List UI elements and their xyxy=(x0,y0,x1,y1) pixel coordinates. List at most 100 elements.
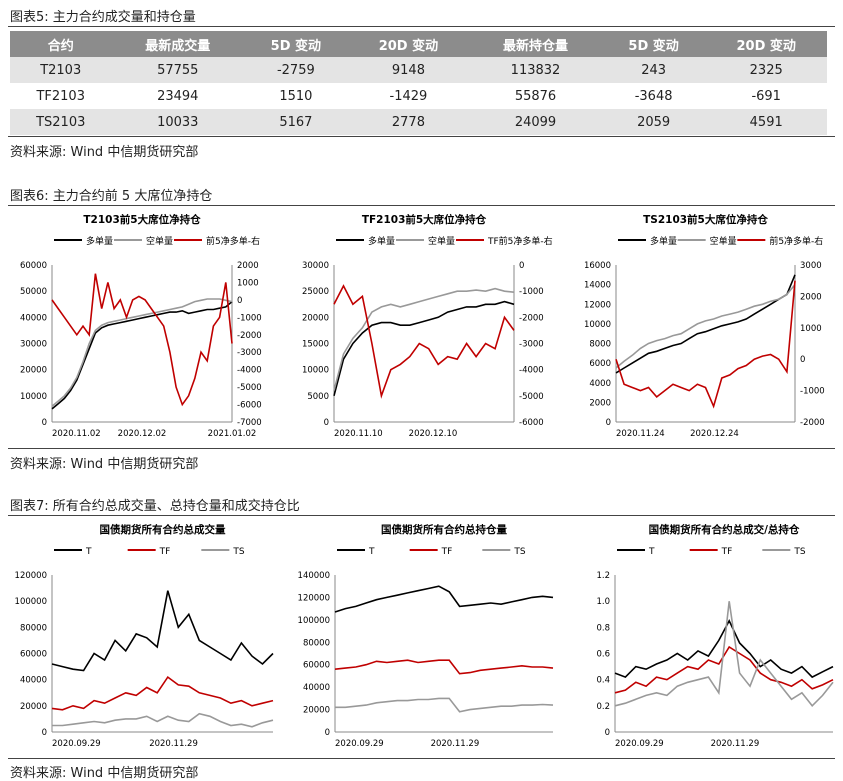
y-tick-label: 6000 xyxy=(589,359,611,369)
col-vol-20d: 20D 变动 xyxy=(347,31,470,57)
y2-tick-label: -5000 xyxy=(237,383,262,393)
y-tick-label: 20000 xyxy=(20,366,47,376)
y-tick-label: 20000 xyxy=(302,313,329,323)
y-tick-label: 80000 xyxy=(20,623,47,633)
x-tick-label: 2020.09.29 xyxy=(335,739,384,749)
y-tick-label: 0 xyxy=(605,728,610,738)
col-oi-5d: 5D 变动 xyxy=(601,31,706,57)
series-line xyxy=(51,298,233,407)
y-tick-label: 5000 xyxy=(307,392,329,402)
y-tick-label: 10000 xyxy=(302,366,329,376)
fig7-bottom-rule xyxy=(8,758,835,759)
legend-label: T xyxy=(85,547,92,557)
legend-label: T xyxy=(368,547,375,557)
table-cell: -2759 xyxy=(244,57,348,83)
table-cell: 55876 xyxy=(514,88,557,104)
fig5-title: 图表5: 主力合约成交量和持仓量 xyxy=(10,10,196,25)
fig7-title: 图表7: 所有合约总成交量、总持仓量和成交持仓比 xyxy=(10,499,300,514)
y-tick-label: 0.6 xyxy=(596,650,610,660)
legend-label: 多单量 xyxy=(368,235,395,247)
x-tick-label: 2020.11.29 xyxy=(149,739,198,749)
y-tick-label: 30000 xyxy=(302,261,329,271)
y-tick-label: 40000 xyxy=(20,313,47,323)
y2-tick-label: -5000 xyxy=(519,392,544,402)
col-vol-5d: 5D 变动 xyxy=(244,31,348,57)
table-cell: 23494 xyxy=(157,88,199,104)
y-tick-label: 0 xyxy=(42,418,47,428)
y-tick-label: 0 xyxy=(324,418,329,428)
x-tick-label: 2020.11.02 xyxy=(52,429,101,439)
series-line xyxy=(335,697,554,713)
y2-tick-label: -4000 xyxy=(237,366,262,376)
y2-tick-label: -2000 xyxy=(519,313,544,323)
table-cell: TS2103 xyxy=(10,109,112,135)
table-cell: 9148 xyxy=(347,57,470,83)
fig6-source: 资料来源: Wind 中信期货研究部 xyxy=(10,457,199,472)
x-tick-label: 2020.12.02 xyxy=(118,429,167,439)
series-line xyxy=(614,601,834,708)
series-line xyxy=(615,284,796,369)
col-oi: 最新持仓量 xyxy=(469,31,602,57)
y2-tick-label: -1000 xyxy=(800,387,825,397)
legend-label: TS xyxy=(513,547,525,557)
y-tick-label: 20000 xyxy=(303,706,330,716)
series-line xyxy=(51,675,274,711)
table-cell: 4591 xyxy=(705,109,827,135)
table-cell: TF2103 xyxy=(36,88,85,104)
legend-label: TS xyxy=(793,547,805,557)
table-cell: 24099 xyxy=(469,109,602,135)
table-cell: -3648 xyxy=(634,88,673,104)
y-tick-label: 100000 xyxy=(298,616,330,626)
y-tick-label: 10000 xyxy=(584,320,611,330)
table-cell: -1429 xyxy=(389,88,428,104)
x-tick-label: 2020.09.29 xyxy=(52,739,101,749)
series-line xyxy=(334,659,554,675)
table-row: T2103 57755 -2759 9148 113832 243 2325 xyxy=(10,57,827,83)
legend-label: 空单量 xyxy=(710,235,737,247)
x-tick-label: 2020.09.29 xyxy=(615,739,664,749)
table-cell: 57755 xyxy=(111,57,245,83)
chart-volume-oi-ratio: 国债期货所有合约总成交/总持仓 T TF TS 0 0.2 0.4 0.6 0.8 1.0 1.2 2… xyxy=(596,523,834,749)
table-header-row: 合约 最新成交量 5D 变动 20D 变动 最新持仓量 5D 变动 20D 变动 xyxy=(10,31,827,57)
y2-tick-label: -2000 xyxy=(237,331,262,341)
y-tick-label: 25000 xyxy=(302,287,329,297)
legend-label: 前5净多单-右 xyxy=(769,235,823,247)
y-tick-label: 0.4 xyxy=(596,676,610,686)
table-cell: 5167 xyxy=(244,109,348,135)
x-tick-label: 2020.12.24 xyxy=(690,429,739,439)
chart-title: 国债期货所有合约总持仓量 xyxy=(381,523,507,536)
y-tick-label: 4000 xyxy=(589,379,611,389)
legend-label: 前5净多单-右 xyxy=(206,235,260,247)
y-tick-label: 2000 xyxy=(589,398,611,408)
table-cell: 243 xyxy=(601,57,706,83)
y-tick-label: 1.0 xyxy=(596,597,610,607)
legend-label: T xyxy=(648,547,655,557)
col-oi-20d: 20D 变动 xyxy=(705,31,827,57)
chart-title: 国债期货所有合约总成交量 xyxy=(100,523,226,536)
fig6-rule xyxy=(8,205,835,206)
table-cell: 2778 xyxy=(347,109,470,135)
series-line xyxy=(615,280,796,409)
series-line xyxy=(334,585,554,613)
table-cell: T2103 xyxy=(10,57,112,83)
table-cell: 113832 xyxy=(469,57,602,83)
y-tick-label: 8000 xyxy=(589,340,611,350)
y2-tick-label: 2000 xyxy=(800,292,822,302)
legend-label: 多单量 xyxy=(650,235,677,247)
legend-label: 空单量 xyxy=(428,235,455,247)
chart-title: 国债期货所有合约总成交/总持仓 xyxy=(649,523,800,536)
y-tick-label: 120000 xyxy=(298,593,330,603)
y-tick-label: 20000 xyxy=(20,702,47,712)
fig5-bottom-rule xyxy=(8,136,835,137)
legend-label: 空单量 xyxy=(146,235,173,247)
y-tick-label: 40000 xyxy=(20,676,47,686)
y2-tick-label: -2000 xyxy=(800,418,825,428)
x-tick-label: 2020.11.10 xyxy=(334,429,383,439)
x-tick-label: 2020.11.29 xyxy=(711,739,760,749)
y-tick-label: 60000 xyxy=(20,261,47,271)
y-tick-label: 10000 xyxy=(20,392,47,402)
chart-total-open-interest: 国债期货所有合约总持仓量 T TF TS 0 20000 40000 60000 80000 10… xyxy=(298,523,554,749)
table-cell: 2325 xyxy=(705,57,827,83)
